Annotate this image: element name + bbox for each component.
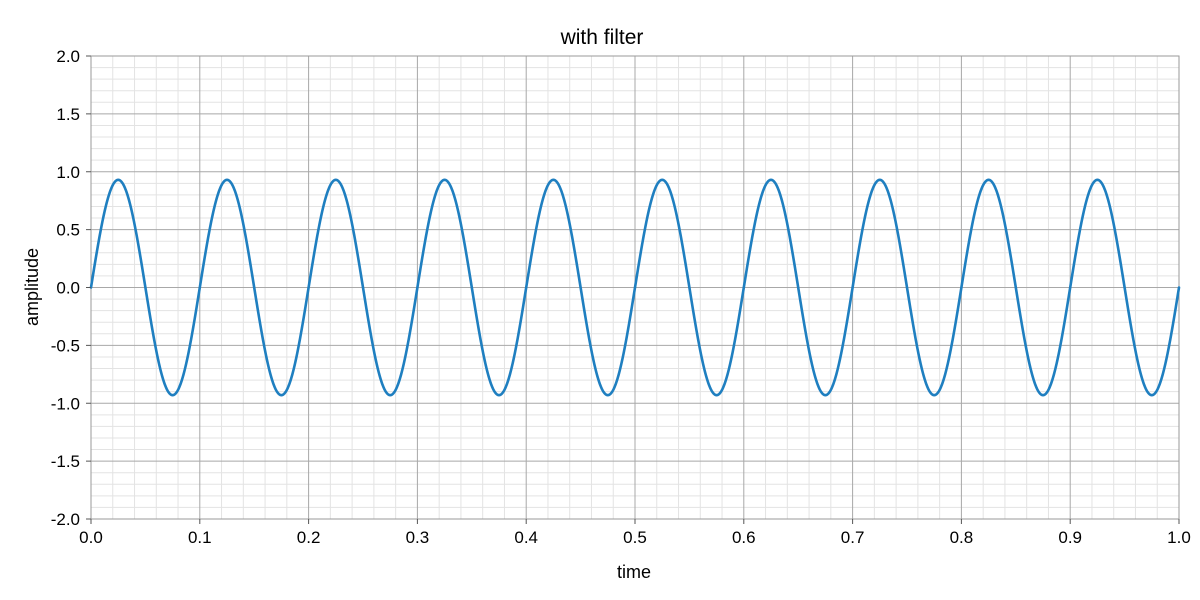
y-axis-ticks: -2.0 -1.5 -1.0 -0.5 0.0 0.5 1.0 1.5 2.0 xyxy=(51,47,91,529)
x-tick-label: 0.0 xyxy=(79,528,103,547)
x-axis-ticks: 0.0 0.1 0.2 0.3 0.4 0.5 0.6 0.7 0.8 0.9 1.0 xyxy=(79,519,1191,547)
chart-title: with filter xyxy=(560,26,644,49)
x-tick-label: 0.8 xyxy=(950,528,974,547)
x-tick-label: 0.6 xyxy=(732,528,756,547)
y-tick-label: 2.0 xyxy=(56,47,80,66)
x-tick-label: 0.9 xyxy=(1058,528,1082,547)
x-tick-label: 1.0 xyxy=(1167,528,1191,547)
series-line xyxy=(89,178,1181,397)
y-axis-label: amplitude xyxy=(22,248,42,326)
x-axis-label: time xyxy=(617,562,651,582)
y-tick-label: -1.5 xyxy=(51,452,80,471)
x-tick-label: 0.5 xyxy=(623,528,647,547)
x-tick-label: 0.3 xyxy=(406,528,430,547)
y-tick-label: 1.0 xyxy=(56,163,80,182)
y-tick-label: -0.5 xyxy=(51,336,80,355)
x-tick-label: 0.4 xyxy=(514,528,538,547)
y-tick-label: 1.5 xyxy=(56,105,80,124)
y-tick-label: 0.5 xyxy=(56,221,80,240)
y-tick-label: -2.0 xyxy=(51,510,80,529)
y-tick-label: -1.0 xyxy=(51,394,80,413)
x-tick-label: 0.7 xyxy=(841,528,865,547)
y-tick-label: 0.0 xyxy=(56,279,80,298)
x-tick-label: 0.1 xyxy=(188,528,212,547)
x-tick-label: 0.2 xyxy=(297,528,321,547)
series-layer xyxy=(89,178,1181,397)
